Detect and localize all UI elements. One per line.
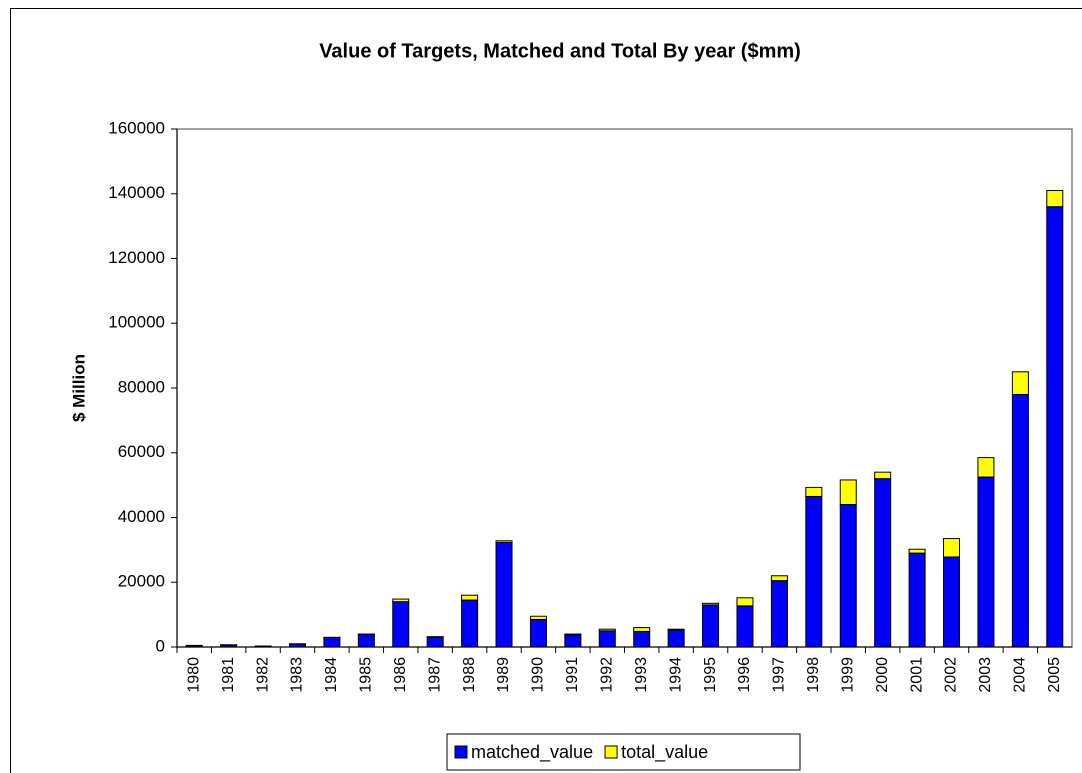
bar-segment	[736, 597, 754, 607]
bar-segment	[426, 636, 444, 638]
bar-segment	[392, 598, 410, 603]
y-tick-label: 140000	[108, 183, 165, 202]
x-tick-label: 1999	[839, 657, 856, 693]
x-tick-label: 2001	[908, 657, 925, 693]
bar-segment	[908, 548, 926, 554]
bar-segment	[564, 634, 582, 648]
x-tick-label: 1989	[495, 657, 512, 693]
bar-segment	[839, 504, 857, 648]
bar-segment	[495, 541, 513, 648]
x-tick-label: 1992	[599, 657, 616, 693]
legend-swatch	[454, 745, 468, 759]
bar-segment	[702, 602, 720, 606]
bar-segment	[529, 618, 547, 648]
legend-label: total_value	[621, 742, 708, 763]
bar-segment	[667, 629, 685, 648]
x-tick-label: 1980	[185, 657, 202, 693]
x-tick-label: 1985	[358, 657, 375, 693]
bar-segment	[392, 601, 410, 648]
y-axis-label: $ Million	[69, 354, 88, 422]
bar-segment	[805, 486, 823, 497]
bar-segment	[977, 457, 995, 478]
bar-segment	[874, 478, 892, 648]
bar-segment	[874, 471, 892, 480]
bar-segment	[323, 637, 341, 648]
y-tick-label: 60000	[118, 442, 165, 461]
x-tick-label: 1982	[254, 657, 271, 693]
bar-segment	[736, 605, 754, 648]
bar-segment	[770, 575, 788, 582]
y-tick-label: 0	[156, 636, 165, 655]
chart-title: Value of Targets, Matched and Total By y…	[319, 40, 801, 62]
y-tick-label: 80000	[118, 377, 165, 396]
bar-segment	[908, 552, 926, 648]
x-tick-label: 1993	[633, 657, 650, 693]
bar-segment	[564, 633, 582, 636]
bar-segment	[1011, 371, 1029, 395]
legend-box	[446, 733, 801, 771]
bar-segment	[357, 633, 375, 648]
bar-segment	[702, 604, 720, 648]
x-tick-label: 1983	[289, 657, 306, 693]
bar-segment	[461, 599, 479, 648]
x-tick-label: 2005	[1046, 657, 1063, 693]
x-tick-label: 2000	[874, 657, 891, 693]
bar-segment	[426, 636, 444, 648]
bar-segment	[633, 630, 651, 648]
x-tick-label: 2004	[1012, 657, 1029, 693]
x-tick-label: 1984	[323, 657, 340, 693]
x-tick-label: 2003	[977, 657, 994, 693]
x-tick-label: 1981	[220, 657, 237, 693]
x-tick-label: 1991	[564, 657, 581, 693]
x-tick-label: 1988	[461, 657, 478, 693]
bar-segment	[1011, 393, 1029, 648]
x-tick-label: 1986	[392, 657, 409, 693]
y-tick-label: 160000	[108, 118, 165, 137]
bar-segment	[1046, 206, 1064, 648]
x-tick-label: 1995	[702, 657, 719, 693]
bar-segment	[943, 556, 961, 648]
x-tick-label: 2002	[943, 657, 960, 693]
bar-segment	[667, 628, 685, 631]
bar-segment	[839, 479, 857, 506]
bar-segment	[770, 580, 788, 648]
x-tick-label: 1987	[426, 657, 443, 693]
bar-segment	[461, 594, 479, 601]
y-tick-label: 100000	[108, 313, 165, 332]
x-tick-label: 1997	[771, 657, 788, 693]
y-tick-label: 120000	[108, 248, 165, 267]
bar-segment	[598, 630, 616, 648]
bar-segment	[943, 538, 961, 558]
bar-segment	[633, 627, 651, 632]
plot-area	[176, 128, 1073, 648]
x-tick-label: 1994	[667, 657, 684, 693]
bar-segment	[495, 540, 513, 543]
legend-swatch	[604, 745, 618, 759]
y-tick-label: 40000	[118, 507, 165, 526]
x-tick-label: 1998	[805, 657, 822, 693]
x-tick-label: 1990	[530, 657, 547, 693]
bar-segment	[977, 476, 995, 648]
bar-segment	[529, 615, 547, 620]
legend-label: matched_value	[471, 742, 593, 763]
bar-segment	[598, 628, 616, 632]
bar-segment	[1046, 190, 1064, 208]
x-tick-label: 1996	[736, 657, 753, 693]
y-tick-label: 20000	[118, 572, 165, 591]
bar-segment	[805, 495, 823, 648]
